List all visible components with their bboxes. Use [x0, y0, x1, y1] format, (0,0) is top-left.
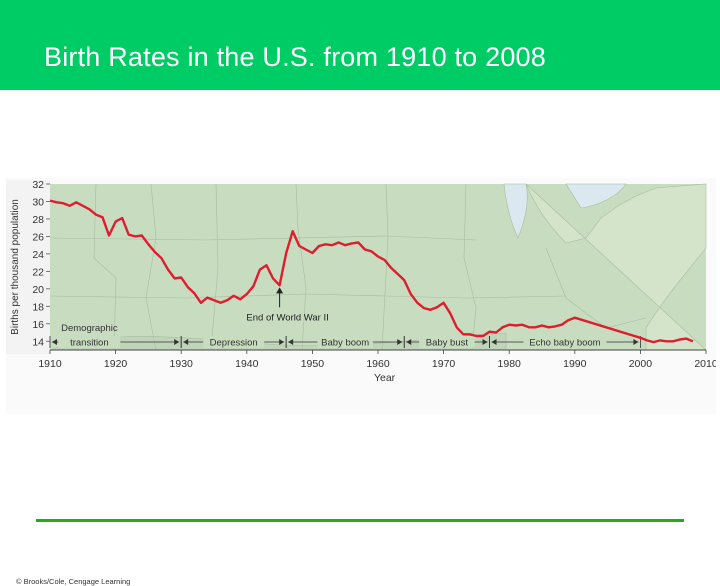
- lake-huron-shape: [565, 183, 627, 209]
- x-axis-label: Year: [374, 372, 396, 384]
- y-tick-label: 24: [32, 249, 44, 261]
- period-label-bg: [317, 336, 373, 348]
- map-border-line: [93, 183, 117, 351]
- x-tick-label: 2000: [629, 358, 653, 370]
- period-label-bg: [523, 336, 607, 348]
- period-arrow-left: [183, 339, 189, 345]
- x-tick-label: 1940: [235, 358, 259, 370]
- x-tick-label: 1960: [366, 358, 390, 370]
- period-label: Depression: [210, 338, 258, 349]
- map-region-east: [525, 183, 707, 351]
- y-tick-label: 20: [32, 284, 44, 296]
- period-label: Baby boom: [321, 338, 369, 349]
- x-tick-label: 1910: [38, 358, 62, 370]
- lake-michigan-shape: [503, 183, 528, 239]
- map-border-line: [49, 293, 567, 299]
- period-arrow-right: [633, 339, 639, 345]
- x-tick-label: 1990: [563, 358, 587, 370]
- period-label: Echo baby boom: [529, 338, 600, 349]
- period-arrow-left: [288, 339, 294, 345]
- period-label-bg: [203, 336, 265, 348]
- y-axis-band: [6, 180, 50, 354]
- period-label: Baby bust: [426, 338, 469, 349]
- period-arrow-left: [406, 339, 412, 345]
- y-tick-label: 18: [32, 301, 44, 313]
- birth-rate-figure: Demographic transition Depression Baby boom…: [6, 178, 716, 586]
- period-arrow-right: [174, 339, 180, 345]
- x-tick-label: 2010: [694, 358, 716, 370]
- x-tick-label: 1930: [170, 358, 194, 370]
- y-tick-label: 30: [32, 196, 44, 208]
- map-border-line: [295, 183, 307, 351]
- period-label-bg: [58, 336, 121, 348]
- period-arrow-right: [279, 339, 285, 345]
- birth-rate-line: [49, 199, 694, 344]
- map-border-line: [463, 183, 477, 351]
- map-background: [50, 184, 706, 350]
- y-tick-label: 22: [32, 266, 44, 278]
- map-border-line: [210, 183, 219, 351]
- map-border-line: [145, 183, 157, 351]
- period-arrow-right: [397, 339, 403, 345]
- map-border-line: [545, 247, 647, 329]
- y-tick-label: 16: [32, 319, 44, 331]
- y-tick-label: 32: [32, 179, 44, 191]
- x-tick-label: 1980: [498, 358, 522, 370]
- period-label-bg: [419, 336, 475, 348]
- annotation-label: End of World War II: [246, 312, 328, 323]
- period-arrow-right: [482, 339, 488, 345]
- y-tick-label: 28: [32, 214, 44, 226]
- slide-title: Birth Rates in the U.S. from 1910 to 200…: [44, 42, 546, 72]
- bottom-rule: [36, 519, 684, 522]
- map-border-line: [381, 183, 389, 351]
- period-label: transition: [70, 338, 109, 349]
- x-tick-label: 1950: [301, 358, 325, 370]
- annotation-arrow-head: [276, 287, 284, 294]
- x-tick-label: 1920: [104, 358, 128, 370]
- y-tick-label: 26: [32, 231, 44, 243]
- birth-rate-chart: Demographic transition Depression Baby boom…: [6, 179, 716, 384]
- period-label: Demographic: [61, 323, 118, 334]
- slide-header: Birth Rates in the U.S. from 1910 to 200…: [0, 0, 720, 90]
- period-arrow-left: [491, 339, 497, 345]
- y-tick-label: 14: [32, 336, 44, 348]
- y-axis-label: Births per thousand population: [10, 199, 21, 335]
- period-arrow-left: [52, 339, 57, 345]
- copyright-credit: © Brooks/Cole, Cengage Learning: [16, 577, 131, 586]
- x-tick-label: 1970: [432, 358, 456, 370]
